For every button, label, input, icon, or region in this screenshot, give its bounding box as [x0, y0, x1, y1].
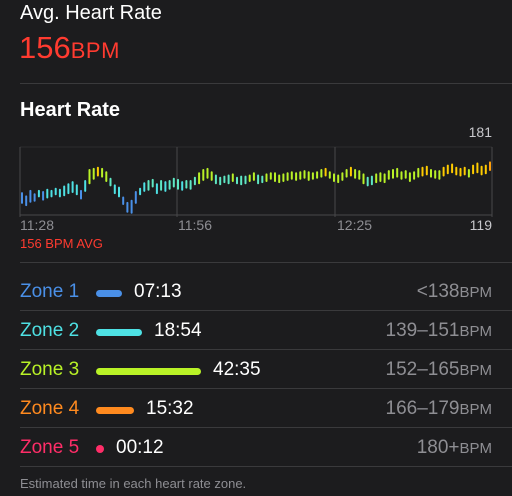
- zone-row: Zone 2 18:54 139–151BPM: [0, 313, 512, 351]
- zone-range-value: 180+: [416, 437, 460, 458]
- chart-average-note: 156 BPM AVG: [20, 236, 103, 251]
- heart-rate-title: Heart Rate: [20, 99, 121, 121]
- zone-name: Zone 5: [20, 437, 80, 458]
- zone-range-unit: BPM: [459, 401, 492, 418]
- x-tick-label: 11:56: [178, 217, 212, 233]
- zone-row: Zone 5 00:12 180+BPM: [0, 430, 512, 468]
- divider: [20, 83, 512, 84]
- zone-range: 152–165BPM: [386, 359, 492, 381]
- zone-range-unit: BPM: [459, 323, 492, 340]
- zone-time-bar: [96, 290, 122, 297]
- heart-rate-chart-svg: [19, 146, 493, 217]
- zone-time: 18:54: [154, 320, 202, 341]
- x-tick-label: 12:25: [337, 217, 373, 233]
- zone-name: Zone 3: [20, 359, 80, 380]
- zone-range-unit: BPM: [459, 362, 492, 379]
- zone-name: Zone 2: [20, 320, 80, 341]
- zone-time: 07:13: [134, 281, 182, 302]
- zone-range: <138BPM: [417, 281, 492, 303]
- zone-name: Zone 1: [20, 281, 80, 302]
- zone-footnote: Estimated time in each heart rate zone.: [20, 476, 247, 491]
- y-axis-max-label: 181: [468, 124, 492, 140]
- avg-heart-rate-unit: BPM: [70, 38, 120, 63]
- zone-row: Zone 3 42:35 152–165BPM: [0, 352, 512, 390]
- divider: [20, 427, 512, 428]
- zone-range-value: 139–151: [385, 320, 460, 341]
- x-tick-label: 11:28: [20, 217, 54, 233]
- zone-time: 42:35: [213, 359, 261, 380]
- zone-range-value: <138: [416, 281, 460, 302]
- divider: [20, 262, 512, 263]
- zone-range-unit: BPM: [459, 440, 492, 457]
- divider: [20, 349, 512, 350]
- zone-row: Zone 1 07:13 <138BPM: [0, 274, 512, 312]
- zone-time-dot: [96, 445, 104, 453]
- avg-heart-rate-number: 156: [19, 30, 71, 65]
- divider: [20, 466, 512, 467]
- zone-range-value: 166–179: [385, 398, 460, 419]
- zone-time: 00:12: [116, 437, 164, 458]
- zone-name: Zone 4: [20, 398, 80, 419]
- divider: [20, 388, 512, 389]
- heart-rate-chart: [0, 120, 512, 260]
- zone-range: 166–179BPM: [386, 398, 492, 420]
- zone-time-bar: [96, 368, 201, 375]
- avg-heart-rate-value: 156BPM: [19, 30, 120, 66]
- zone-range: 139–151BPM: [386, 320, 492, 342]
- avg-heart-rate-label: Avg. Heart Rate: [20, 2, 162, 24]
- zone-range: 180+BPM: [417, 437, 492, 459]
- zone-time: 15:32: [146, 398, 194, 419]
- zone-range-value: 152–165: [385, 359, 460, 380]
- zone-range-unit: BPM: [459, 284, 492, 301]
- zone-time-bar: [96, 329, 142, 336]
- y-axis-min-label: 119: [469, 217, 492, 233]
- divider: [20, 310, 512, 311]
- zone-row: Zone 4 15:32 166–179BPM: [0, 391, 512, 429]
- zone-time-bar: [96, 407, 134, 414]
